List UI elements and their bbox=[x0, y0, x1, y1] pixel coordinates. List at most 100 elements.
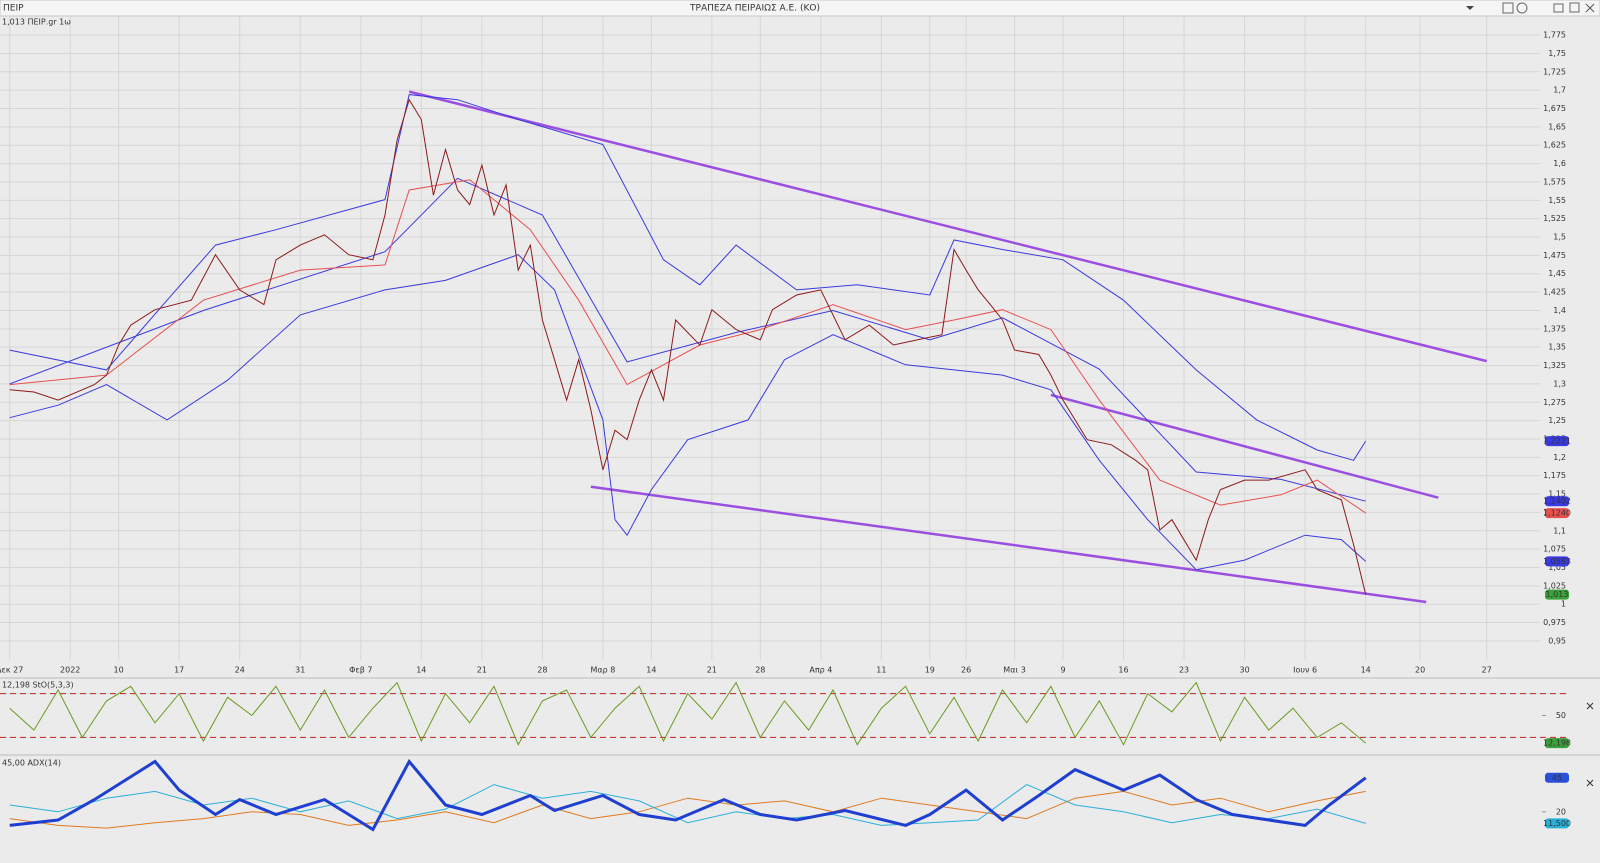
y-tick-label: 1,4 bbox=[1553, 306, 1566, 315]
x-tick-label: 16 bbox=[1118, 666, 1128, 675]
x-tick-label: 31 bbox=[295, 666, 305, 675]
close-panel[interactable] bbox=[1586, 702, 1594, 710]
title-bar: ΠΕΙΡ ΤΡΑΠΕΖΑ ΠΕΙΡΑΙΩΣ Α.Ε. (ΚΟ) bbox=[0, 0, 1600, 17]
y-tick-label: 1 bbox=[1561, 600, 1566, 609]
x-tick-label: 28 bbox=[537, 666, 547, 675]
y-tick-label: 1,3 bbox=[1553, 379, 1566, 388]
y-tick-label: 1,075 bbox=[1543, 545, 1566, 554]
value-tag-label: 1,1240 bbox=[1543, 509, 1571, 518]
x-tick-label: 14 bbox=[416, 666, 426, 675]
window-title: ΤΡΑΠΕΖΑ ΠΕΙΡΑΙΩΣ Α.Ε. (ΚΟ) bbox=[689, 4, 820, 14]
y-tick-label: 1,525 bbox=[1543, 214, 1566, 223]
panel-title: 45,00 ADX(14) bbox=[2, 759, 61, 768]
series-line bbox=[9, 254, 1367, 571]
y-tick-label: 1,725 bbox=[1543, 67, 1566, 76]
x-tick-label: 14 bbox=[646, 666, 656, 675]
trend-line bbox=[1050, 393, 1439, 499]
y-tick-label: 1,625 bbox=[1543, 141, 1566, 150]
y-tick-label: 0,975 bbox=[1543, 618, 1566, 627]
x-tick-label: 17 bbox=[174, 666, 184, 675]
link-button[interactable] bbox=[1516, 2, 1528, 14]
x-tick-label: 24 bbox=[235, 666, 245, 675]
maximize-button[interactable] bbox=[1569, 2, 1580, 13]
value-tag-label: 1,0583 bbox=[1543, 557, 1571, 566]
y-tick-label: 20 bbox=[1556, 807, 1566, 816]
x-tick-label: Δεκ 27 bbox=[0, 666, 23, 675]
close-button[interactable] bbox=[1585, 3, 1595, 13]
y-tick-label: 1,55 bbox=[1548, 196, 1566, 205]
x-tick-label: 10 bbox=[114, 666, 124, 675]
y-tick-label: 1,6 bbox=[1553, 159, 1566, 168]
y-tick-label: 1,575 bbox=[1543, 177, 1566, 186]
x-tick-label: 23 bbox=[1179, 666, 1189, 675]
value-tag-label: 1,013 bbox=[1546, 590, 1569, 599]
x-tick-label: 11 bbox=[876, 666, 886, 675]
x-tick-label: 20 bbox=[1415, 666, 1425, 675]
x-tick-label: 30 bbox=[1239, 666, 1249, 675]
title-bar-bg bbox=[0, 0, 1600, 17]
series-line bbox=[9, 758, 1367, 832]
y-tick-label: 1,35 bbox=[1548, 343, 1566, 352]
y-tick-label: 1,375 bbox=[1543, 324, 1566, 333]
y-tick-label: 1,05 bbox=[1548, 563, 1566, 572]
y-tick-label: 50 bbox=[1556, 711, 1566, 720]
y-tick-label: 1,1 bbox=[1553, 526, 1566, 535]
x-tick-label: 27 bbox=[1482, 666, 1492, 675]
y-tick-label: 1,275 bbox=[1543, 398, 1566, 407]
y-tick-label: 1,675 bbox=[1543, 104, 1566, 113]
y-tick-label: 1,175 bbox=[1543, 471, 1566, 480]
symbol: ΠΕΙΡ bbox=[3, 4, 24, 14]
x-tick-label: 14 bbox=[1361, 666, 1371, 675]
minimize-button[interactable] bbox=[1553, 3, 1564, 13]
x-tick-label: Απρ 4 bbox=[809, 666, 832, 675]
value-tag bbox=[1545, 589, 1569, 600]
y-tick-label: 1,45 bbox=[1548, 269, 1566, 278]
x-tick-label: 21 bbox=[477, 666, 487, 675]
x-tick-label: Μαι 3 bbox=[1003, 666, 1026, 675]
value-tag bbox=[1545, 556, 1569, 567]
close-panel[interactable] bbox=[1586, 779, 1594, 787]
panel-title: 1,013 ΠΕΙΡ.gr 1ω bbox=[2, 18, 71, 27]
y-tick-label: 1,7 bbox=[1553, 86, 1566, 95]
layout-button[interactable] bbox=[1502, 2, 1514, 14]
value-tag bbox=[1545, 436, 1569, 447]
y-tick-label: 1,5 bbox=[1553, 233, 1566, 242]
series-line bbox=[9, 94, 1367, 461]
y-tick-label: 1,2 bbox=[1553, 453, 1566, 462]
panel-title: 12,198 StO(5,3,3) bbox=[2, 681, 74, 690]
series-line bbox=[9, 681, 1367, 746]
series-line bbox=[9, 790, 1366, 829]
value-tag bbox=[1545, 818, 1569, 829]
value-tag bbox=[1545, 508, 1569, 519]
x-tick-label: Φεβ 7 bbox=[349, 666, 372, 675]
trend-line bbox=[408, 90, 1488, 363]
x-tick-label: Μαρ 8 bbox=[590, 666, 615, 675]
y-tick-label: 1,75 bbox=[1548, 49, 1566, 58]
value-tag-label: 1,1402 bbox=[1543, 497, 1571, 506]
x-tick-label: Ιουν 6 bbox=[1293, 666, 1317, 675]
x-tick-label: 19 bbox=[925, 666, 935, 675]
y-tick-label: 1,425 bbox=[1543, 288, 1566, 297]
value-tag bbox=[1545, 738, 1569, 749]
dropdown[interactable] bbox=[1466, 6, 1474, 10]
y-tick-label: 1,025 bbox=[1543, 581, 1566, 590]
x-tick-label: 26 bbox=[961, 666, 971, 675]
x-tick-label: 21 bbox=[707, 666, 717, 675]
y-tick-label: 1,65 bbox=[1548, 122, 1566, 131]
y-tick-label: 1,15 bbox=[1548, 490, 1566, 499]
series-line bbox=[9, 98, 1367, 595]
value-tag bbox=[1545, 772, 1569, 783]
x-tick-label: 9 bbox=[1060, 666, 1065, 675]
y-tick-label: 1,25 bbox=[1548, 416, 1566, 425]
value-tag-label: 1,2221 bbox=[1543, 437, 1571, 446]
series-line bbox=[9, 179, 1366, 514]
y-tick-label: 1,325 bbox=[1543, 361, 1566, 370]
y-tick-label: 1,475 bbox=[1543, 251, 1566, 260]
y-tick-label: 1,775 bbox=[1543, 31, 1566, 40]
x-tick-label: 28 bbox=[755, 666, 765, 675]
value-tag-label: 12,198 bbox=[1543, 739, 1571, 748]
y-tick-label: 0,95 bbox=[1548, 636, 1566, 645]
trend-line bbox=[590, 485, 1427, 604]
